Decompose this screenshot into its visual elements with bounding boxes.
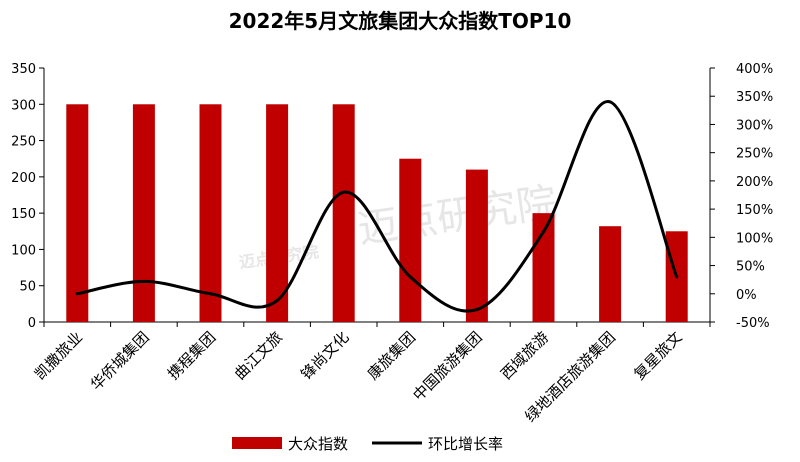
y-right-tick-label: 0%	[736, 288, 757, 303]
bar-8	[599, 226, 622, 322]
line-point-6	[475, 308, 479, 312]
line-point-2	[209, 292, 212, 296]
x-tick-label: 中国旅游集团	[409, 328, 485, 404]
line-path	[75, 100, 679, 313]
y-left-tick-label: 350	[11, 62, 36, 77]
legend-bar-label: 大众指数	[288, 435, 348, 453]
line-point-3	[275, 299, 279, 303]
bar-6	[465, 169, 488, 322]
bars	[66, 104, 688, 323]
y-left-tick-label: 100	[11, 243, 36, 258]
line-point-8	[608, 100, 612, 104]
y-left-tick-label: 200	[11, 171, 36, 186]
bar-3	[266, 104, 289, 323]
y-right-tick-label: 50%	[736, 260, 765, 275]
line-point-0	[75, 292, 79, 296]
line-series	[75, 100, 679, 313]
line-point-7	[542, 230, 545, 234]
y-right-tick-label: 100%	[736, 231, 773, 246]
x-tick-label: 锋尚文化	[297, 328, 352, 383]
line-point-1	[142, 279, 146, 283]
y-right-tick-label: 250%	[736, 147, 773, 162]
y-left-tick-label: 250	[11, 135, 36, 150]
y-left-tick-label: 50	[19, 280, 36, 295]
legend-bar-swatch	[232, 437, 282, 449]
y-right-tick-label: 150%	[736, 203, 773, 218]
bar-4	[332, 104, 355, 323]
legend: 大众指数 环比增长率	[232, 435, 503, 453]
y-left-tick-label: 300	[11, 98, 36, 113]
y-left-tick-label: 150	[11, 207, 36, 222]
bar-1	[132, 104, 155, 323]
axes: 0 50 100 150 200 250 300 350 -50% 0% 50% 100% 150% 20…	[11, 62, 773, 331]
legend-line-label: 环比增长率	[428, 435, 503, 453]
y-right-tick-label: 200%	[736, 175, 773, 190]
bar-5	[399, 158, 422, 322]
y-right-tick-label: -50%	[736, 316, 770, 331]
x-tick-label: 华侨城集团	[87, 328, 153, 394]
y-right-tick-label: 300%	[736, 118, 773, 133]
y-right-tick-label: 400%	[736, 62, 773, 77]
x-tick-label: 复星旅文	[630, 328, 685, 383]
x-tick-label: 携程集团	[164, 328, 219, 383]
y-right-tick-label: 350%	[736, 90, 773, 105]
chart-title: 2022年5月文旅集团大众指数TOP10	[229, 9, 572, 33]
x-tick-label: 康旅集团	[364, 328, 419, 383]
x-tick-label: 西域旅游	[497, 328, 552, 383]
line-point-9	[675, 275, 679, 279]
x-tick-label: 凯撒旅业	[31, 328, 86, 383]
line-point-5	[408, 275, 412, 279]
bar-0	[66, 104, 89, 323]
bar-2	[199, 104, 222, 323]
line-point-4	[342, 190, 346, 194]
y-left-tick-label: 0	[28, 316, 36, 331]
x-tick-label: 曲江文旅	[231, 328, 286, 383]
